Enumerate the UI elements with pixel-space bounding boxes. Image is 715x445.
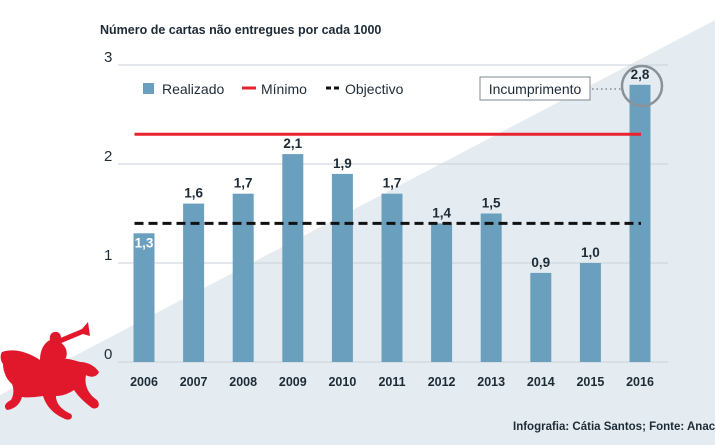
bar-2011: [381, 193, 403, 362]
value-label-2006: 1,3: [135, 235, 154, 250]
value-label-2012: 1,4: [432, 205, 451, 220]
legend-label-objectivo: Objectivo: [345, 81, 404, 97]
horse-and-rider-logo: [0, 322, 99, 420]
value-label-2015: 1,0: [581, 245, 600, 260]
x-tick-2013: 2013: [477, 375, 505, 389]
value-label-2011: 1,7: [383, 176, 402, 191]
horse-body: [0, 350, 99, 420]
legend-swatch-realizado: [143, 83, 154, 94]
reference-lines: [134, 132, 641, 225]
x-tick-2008: 2008: [229, 375, 257, 389]
y-tick-3: 3: [104, 49, 112, 66]
bar-2013: [480, 213, 502, 362]
legend-label-realizado: Realizado: [162, 81, 224, 97]
bar-2010: [331, 173, 353, 362]
bar-2015: [579, 263, 601, 362]
bars: [133, 84, 651, 363]
x-axis-ticks: 2006 2007 2008 2009 2010 2011 2012 2013 2014 2015…: [130, 375, 654, 389]
bar-2008: [232, 193, 254, 362]
rider: [40, 331, 67, 361]
legend-label-minimo: Mínimo: [261, 81, 307, 97]
bar-2009: [282, 154, 304, 362]
bar-2006: [133, 233, 155, 362]
footer-credit: Infografia: Cátia Santos; Fonte: Anacom: [513, 421, 715, 433]
bar-2007: [183, 203, 205, 362]
value-label-2016: 2,8: [631, 67, 650, 82]
legend: Realizado Mínimo Objectivo: [143, 81, 404, 97]
value-labels: 1,3 1,6 1,7 2,1 1,9 1,7 1,4 1,5 0,9 1,0 2,8: [135, 67, 650, 270]
x-tick-2010: 2010: [328, 375, 356, 389]
bar-2014: [530, 272, 552, 362]
y-tick-0: 0: [104, 346, 112, 363]
bar-2012: [431, 223, 453, 362]
x-tick-2012: 2012: [428, 375, 456, 389]
value-label-2013: 1,5: [482, 196, 501, 211]
x-tick-2006: 2006: [130, 375, 158, 389]
x-tick-2007: 2007: [180, 375, 208, 389]
y-tick-1: 1: [104, 247, 112, 264]
x-tick-2011: 2011: [378, 375, 405, 389]
value-label-2008: 1,7: [234, 176, 253, 191]
y-tick-2: 2: [104, 148, 112, 165]
trumpet: [58, 322, 90, 344]
x-tick-2015: 2015: [576, 375, 604, 389]
value-label-2007: 1,6: [184, 186, 203, 201]
chart-title: Número de cartas não entregues por cada …: [100, 23, 381, 37]
value-label-2014: 0,9: [531, 255, 550, 270]
y-axis-ticks: 0 1 2 3: [104, 49, 112, 363]
incumprimento-box: [479, 76, 591, 101]
x-tick-2014: 2014: [527, 375, 555, 389]
value-label-2009: 2,1: [283, 136, 302, 151]
incumprimento-label: Incumprimento: [489, 81, 582, 97]
x-tick-2016: 2016: [626, 375, 654, 389]
incumprimento-circle: [620, 64, 664, 108]
incumprimento-annotation: Incumprimento: [479, 64, 664, 108]
value-label-2010: 1,9: [333, 156, 352, 171]
x-tick-2009: 2009: [279, 375, 307, 389]
